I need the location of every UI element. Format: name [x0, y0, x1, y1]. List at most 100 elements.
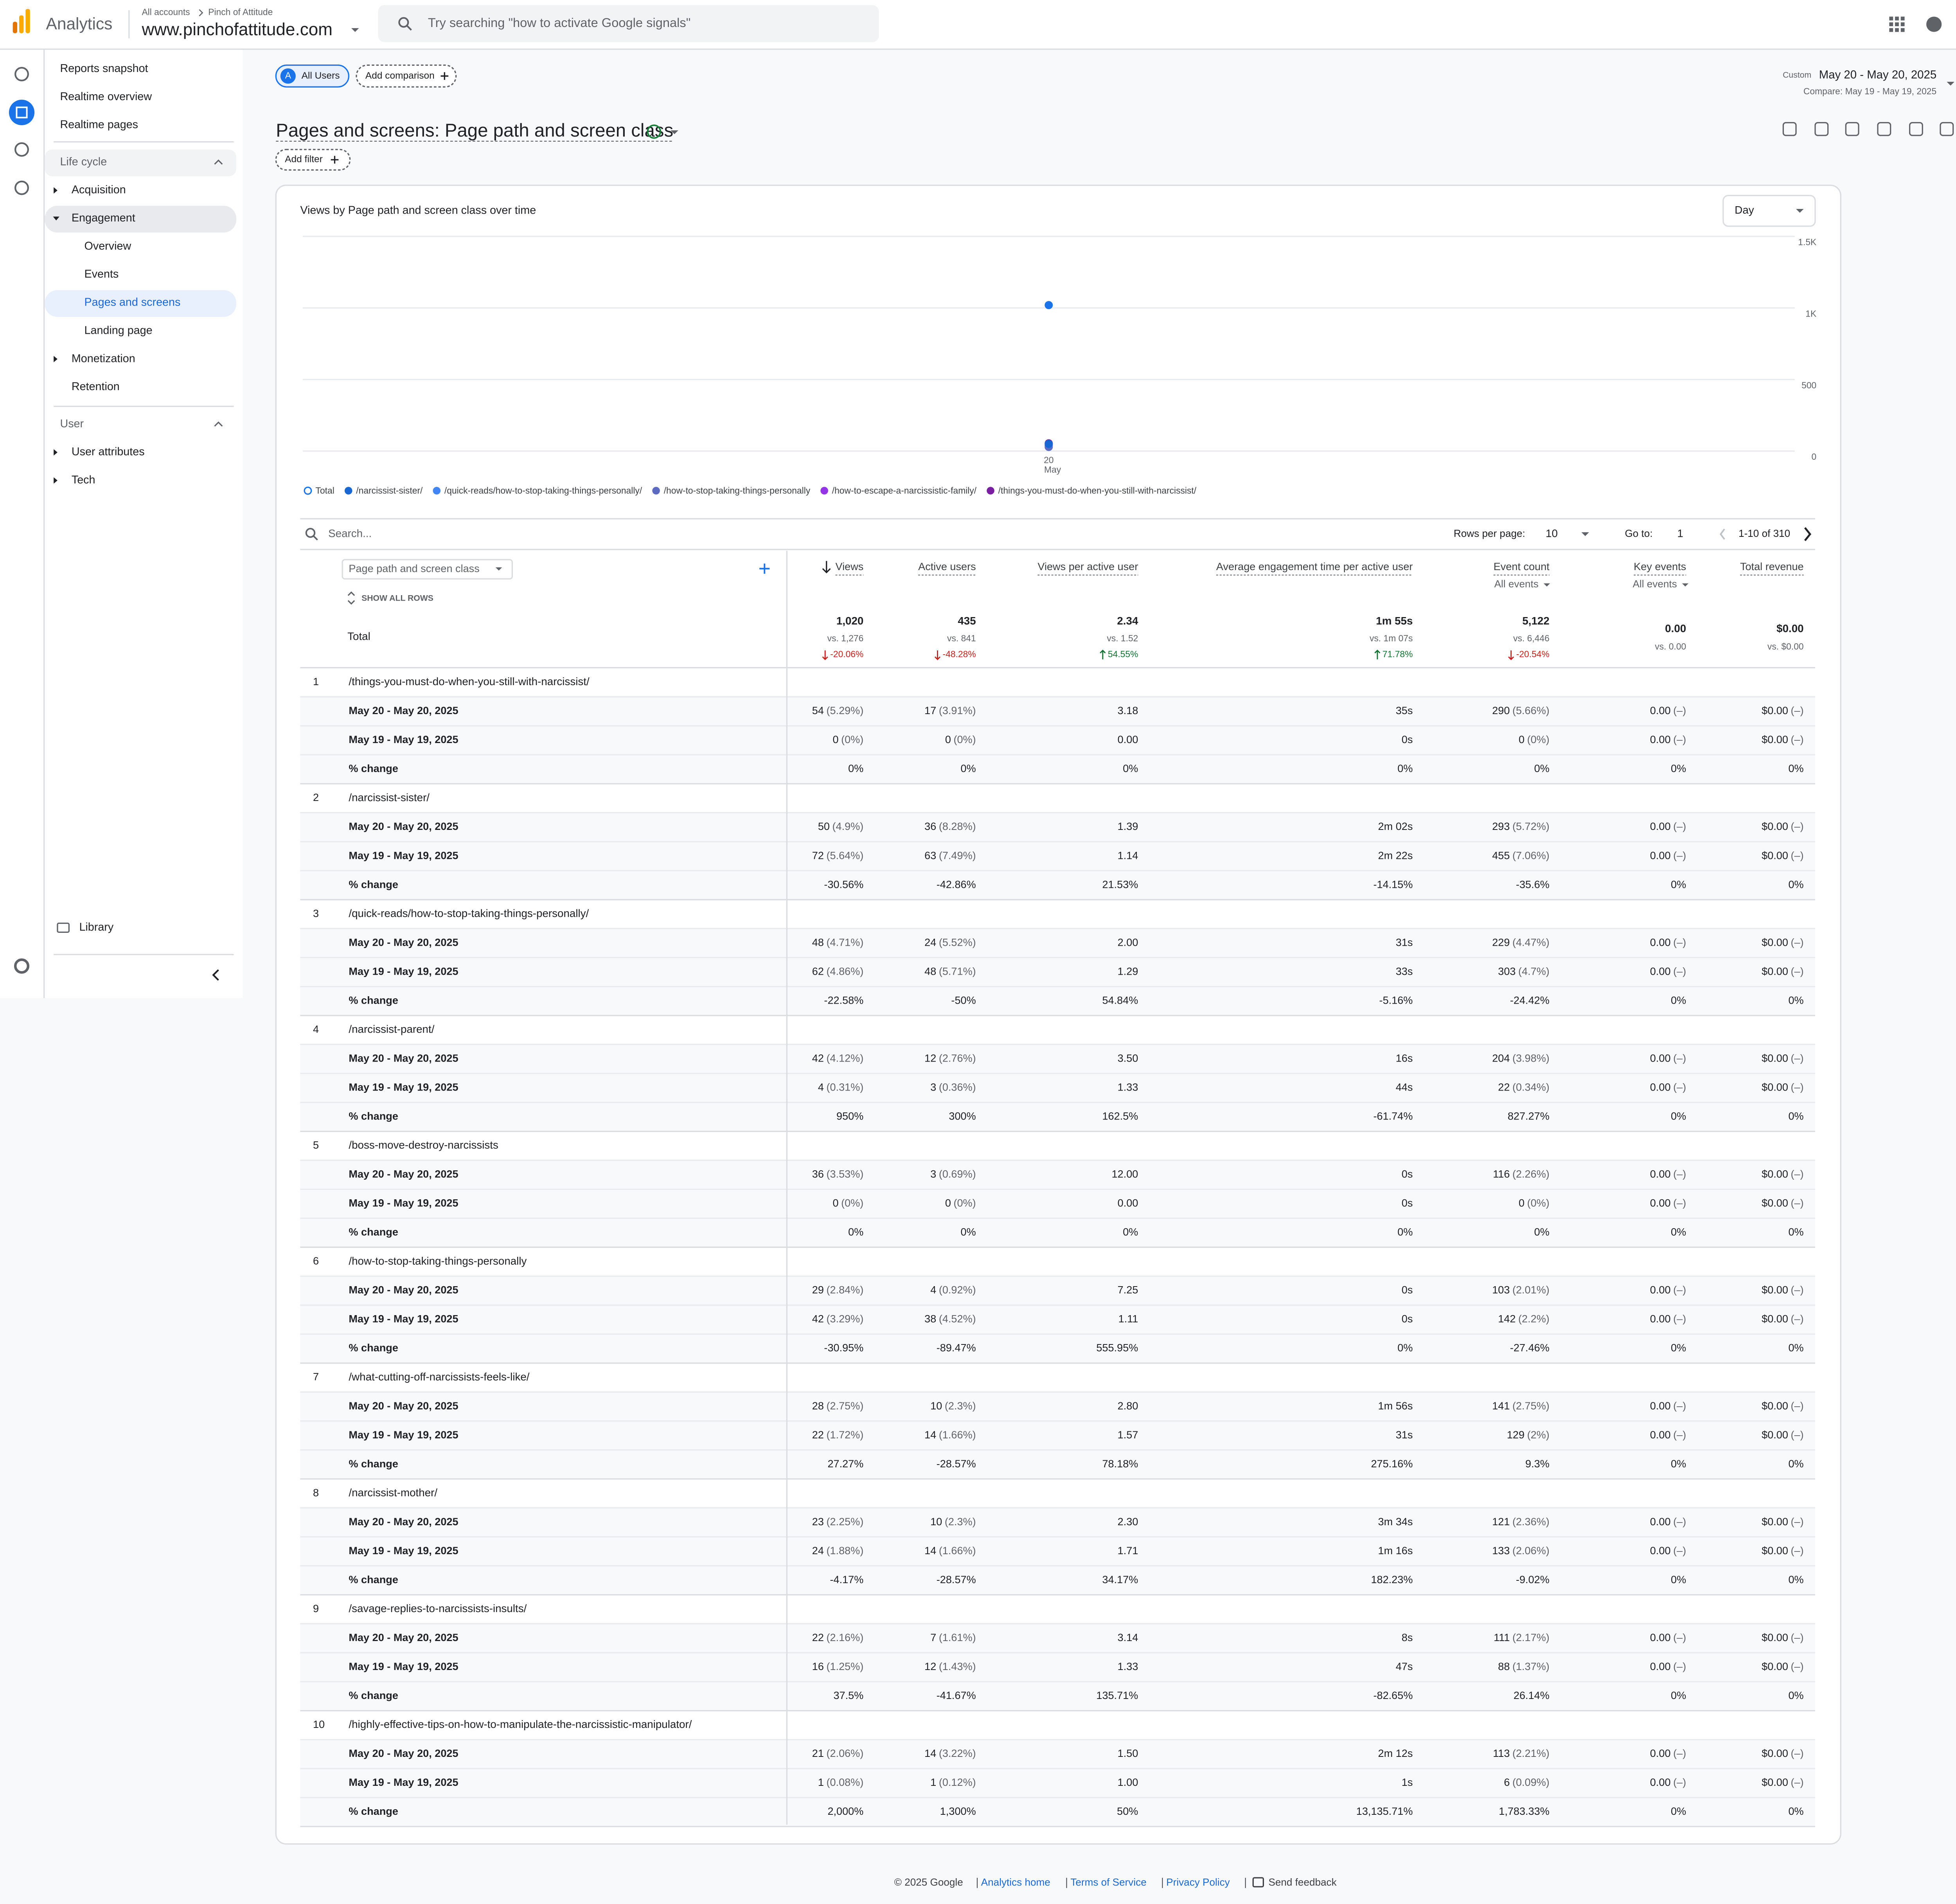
nav-item[interactable]: User attributes — [72, 446, 145, 458]
cell-value: 2.80 — [1118, 1400, 1138, 1412]
footer-link[interactable]: Privacy Policy — [1166, 1876, 1230, 1888]
filter-chip[interactable] — [275, 149, 351, 171]
column-header[interactable]: Views per active user — [1037, 560, 1138, 572]
show-all-rows[interactable]: SHOW ALL ROWS — [361, 594, 433, 603]
y-tick-label: 1K — [1805, 308, 1816, 319]
granularity-label[interactable]: Day — [1735, 204, 1754, 216]
column-metric-select[interactable]: All events — [1494, 578, 1539, 590]
settings-icon[interactable] — [14, 958, 30, 974]
dimension-select[interactable] — [342, 559, 513, 580]
add-dimension[interactable] — [759, 563, 770, 574]
page-path[interactable]: /how-to-stop-taking-things-personally — [349, 1255, 527, 1267]
page-path[interactable]: /narcissist-parent/ — [349, 1023, 434, 1035]
rows-per-page[interactable]: 10 — [1546, 527, 1558, 539]
column-header[interactable]: Total revenue — [1740, 560, 1804, 572]
page-path[interactable]: /narcissist-mother/ — [349, 1486, 437, 1499]
search-placeholder[interactable]: Try searching "how to activate Google si… — [428, 15, 690, 30]
cell-share: (–) — [1791, 1544, 1803, 1557]
cell-share: (4.9%) — [832, 820, 864, 832]
table-search[interactable]: Search... — [328, 527, 372, 539]
column-header[interactable]: Active users — [918, 560, 976, 572]
nav-item[interactable]: Retention — [72, 380, 120, 393]
page-path[interactable]: /highly-effective-tips-on-how-to-manipul… — [349, 1718, 692, 1730]
page-path[interactable]: /quick-reads/how-to-stop-taking-things-p… — [349, 907, 589, 919]
nav-item[interactable]: Realtime overview — [60, 90, 152, 103]
go-to[interactable]: 1 — [1677, 527, 1683, 539]
cell-value: 2.00 — [1118, 936, 1138, 948]
toolbar-icon[interactable] — [1877, 122, 1891, 136]
cell-value: $0.00 — [1762, 936, 1788, 948]
apps-icon[interactable] — [1889, 16, 1905, 32]
nav-item[interactable]: Landing page — [84, 324, 153, 337]
date-range[interactable]: May 20 - May 20, 2025 — [1819, 68, 1936, 81]
period-label: % change — [349, 762, 398, 774]
nav-item[interactable]: Engagement — [72, 212, 135, 224]
collapse-caret[interactable] — [214, 421, 223, 427]
home-icon[interactable] — [14, 67, 29, 81]
dimension-label[interactable]: Page path and screen class — [349, 562, 479, 574]
explore-icon[interactable] — [14, 142, 29, 157]
property-caret[interactable] — [351, 28, 359, 32]
toolbar-icon[interactable] — [1814, 122, 1829, 136]
status-caret[interactable] — [671, 130, 678, 134]
search-box[interactable] — [378, 5, 879, 42]
legend-label[interactable]: Total — [316, 486, 334, 496]
column-metric-select[interactable]: All events — [1633, 578, 1677, 590]
toolbar-icon[interactable] — [1909, 122, 1923, 136]
toolbar-icon[interactable] — [1940, 122, 1954, 136]
breadcrumb[interactable]: All accounts — [142, 7, 190, 17]
advertising-icon[interactable] — [14, 180, 29, 195]
next-page[interactable] — [1804, 527, 1812, 541]
nav-item[interactable]: Monetization — [72, 352, 135, 365]
nav-item[interactable]: Overview — [84, 240, 131, 252]
segment-label[interactable]: All Users — [302, 70, 340, 81]
footer-link[interactable]: Terms of Service — [1070, 1876, 1146, 1888]
nav-item[interactable]: Events — [84, 268, 119, 281]
column-header[interactable]: Views — [836, 560, 864, 572]
toolbar-icon[interactable] — [1782, 122, 1797, 136]
nav-item[interactable]: Pages and screens — [84, 296, 181, 309]
legend-label[interactable]: /things-you-must-do-when-you-still-with-… — [998, 486, 1197, 496]
nav-item[interactable]: Acquisition — [72, 184, 126, 196]
cell-value: 88 — [1498, 1660, 1510, 1672]
legend-label[interactable]: /how-to-stop-taking-things-personally — [664, 486, 811, 496]
column-header[interactable]: Event count — [1494, 560, 1550, 572]
legend-label[interactable]: /narcissist-sister/ — [356, 486, 423, 496]
nav-item[interactable]: Life cycle — [60, 155, 107, 168]
nav-item[interactable]: Library — [79, 921, 113, 934]
filter-label[interactable]: Add filter — [285, 154, 323, 165]
cell-value: 1.11 — [1118, 1313, 1138, 1325]
page-path[interactable]: /savage-replies-to-narcissists-insults/ — [349, 1602, 527, 1614]
prev-page[interactable] — [1719, 528, 1725, 540]
segment-chip[interactable] — [275, 64, 350, 88]
page-path[interactable]: /what-cutting-off-narcissists-feels-like… — [349, 1371, 529, 1383]
feedback-link[interactable]: Send feedback — [1268, 1876, 1337, 1888]
cell-value: 0.00 — [1650, 704, 1671, 716]
legend-label[interactable]: /how-to-escape-a-narcissistic-family/ — [832, 486, 977, 496]
help-icon[interactable] — [1926, 16, 1942, 32]
nav-item[interactable]: Tech — [72, 474, 95, 486]
collapse-caret[interactable] — [214, 159, 223, 165]
page-path[interactable]: /boss-move-destroy-narcissists — [349, 1139, 498, 1151]
comparison-chip[interactable] — [356, 64, 457, 88]
reports-icon[interactable] — [9, 99, 35, 126]
breadcrumb[interactable]: Pinch of Attitude — [208, 7, 273, 17]
property-name[interactable]: www.pinchofattitude.com — [141, 20, 333, 39]
collapse-icon[interactable] — [212, 969, 219, 981]
footer-link[interactable]: Analytics home — [981, 1876, 1050, 1888]
legend-label[interactable]: /quick-reads/how-to-stop-taking-things-p… — [444, 486, 642, 496]
page-path[interactable]: /things-you-must-do-when-you-still-with-… — [349, 675, 590, 687]
nav-item[interactable]: User — [60, 418, 84, 430]
column-header[interactable]: Key events — [1634, 560, 1686, 572]
date-caret[interactable] — [1947, 82, 1954, 86]
nav-item[interactable]: Realtime pages — [60, 119, 138, 131]
cell-value: $0.00 — [1762, 1081, 1788, 1093]
comparison-label[interactable]: Add comparison — [365, 70, 435, 81]
nav-item[interactable]: Reports snapshot — [60, 62, 148, 75]
expand-icon[interactable] — [347, 591, 355, 605]
page-path[interactable]: /narcissist-sister/ — [349, 791, 430, 803]
legend-marker — [987, 487, 994, 495]
toolbar-icon[interactable] — [1845, 122, 1859, 136]
granularity-select[interactable] — [1722, 195, 1816, 227]
column-header[interactable]: Average engagement time per active user — [1216, 560, 1413, 572]
